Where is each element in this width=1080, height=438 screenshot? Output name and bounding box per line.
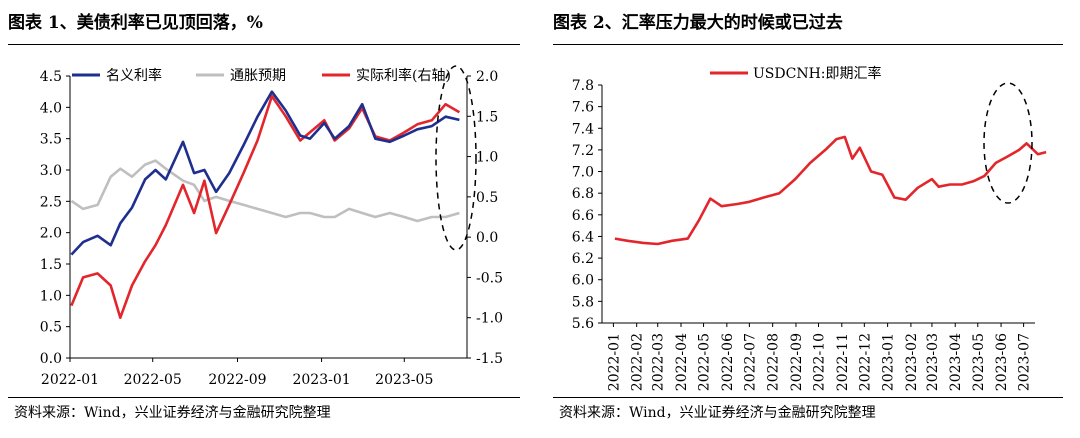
left-source-rule — [8, 397, 520, 398]
y-right-tick-label: 0.5 — [476, 190, 498, 206]
x-tick-label: 2022-01 — [41, 372, 99, 388]
highlight-ellipse — [983, 82, 1033, 204]
left-chart-title: 图表 1、美债利率已见顶回落，% — [8, 13, 263, 33]
x-tick-label: 2022-05 — [697, 333, 713, 391]
x-tick-label: 2022-02 — [630, 333, 646, 391]
y-left-tick-label: 1.0 — [40, 288, 62, 304]
x-tick-label: 2022-07 — [742, 333, 758, 391]
y-tick-label: 7.8 — [572, 78, 594, 94]
y-tick-label: 5.6 — [572, 316, 594, 332]
highlight-ellipse — [435, 65, 477, 251]
x-tick-label: 2022-09 — [208, 372, 266, 388]
x-tick-label: 2023-05 — [375, 372, 433, 388]
y-right-tick-label: -1.0 — [476, 311, 503, 327]
y-left-tick-label: 4.0 — [40, 100, 62, 116]
y-tick-label: 6.6 — [572, 208, 594, 224]
y-tick-label: 6.2 — [572, 251, 594, 267]
legend-label: 名义利率 — [106, 67, 162, 84]
y-right-tick-label: 0.0 — [476, 230, 498, 246]
left-chart-svg: 0.0 0.5 1.0 1.5 2.0 2.5 3.0 3.5 4.0 4.5 -1.5 -1.0 -0… — [40, 65, 503, 388]
x-tick-label: 2023-01 — [881, 333, 897, 391]
x-tick-label: 2022-06 — [720, 333, 736, 391]
y-left-tick-label: 4.5 — [40, 69, 62, 85]
x-tick-label: 2022-10 — [812, 333, 828, 391]
y-right-tick-label: 1.5 — [476, 109, 498, 125]
x-tick-label: 2023-03 — [925, 333, 941, 391]
x-tick-label: 2022-08 — [766, 333, 782, 391]
y-tick-label: 6.0 — [572, 273, 594, 289]
x-tick-label: 2022-09 — [789, 333, 805, 391]
right-source-note: 资料来源：Wind，兴业证券经济与金融研究院整理 — [559, 405, 876, 421]
legend-label: USDCNH:即期汇率 — [753, 65, 882, 82]
y-right-tick-label: -1.5 — [476, 351, 503, 367]
y-tick-label: 6.4 — [572, 229, 594, 245]
x-tick-label: 2023-06 — [994, 333, 1010, 391]
right-chart-panel: 图表 2、汇率压力最大的时候或已过去 5.6 5.8 6.0 6.2 6.4 6.6 6.8… — [545, 0, 1080, 438]
x-tick-label: 2023-01 — [292, 372, 350, 388]
y-right-tick-label: 1.0 — [476, 150, 498, 166]
y-left-tick-label: 3.0 — [40, 163, 62, 179]
x-tick-label: 2022-05 — [124, 372, 182, 388]
series-line-real-rate — [70, 94, 461, 320]
x-tick-label: 2023-02 — [904, 333, 920, 391]
x-tick-label: 2023-05 — [971, 333, 987, 391]
y-right-tick-label: 2.0 — [476, 69, 498, 85]
x-tick-label: 2022-01 — [606, 333, 622, 391]
legend-label: 实际利率(右轴) — [356, 67, 451, 84]
series-line-inflation-expectation — [70, 159, 460, 223]
y-left-tick-label: 1.5 — [40, 257, 62, 273]
y-right-tick-label: -0.5 — [476, 270, 503, 286]
y-tick-label: 6.8 — [572, 186, 594, 202]
x-tick-label: 2022-12 — [857, 333, 873, 391]
y-tick-label: 7.6 — [572, 100, 594, 116]
x-tick-label: 2022-04 — [674, 333, 690, 391]
x-tick-label: 2022-11 — [835, 333, 851, 391]
y-left-tick-label: 0.5 — [40, 320, 62, 336]
x-tick-label: 2023-07 — [1017, 333, 1033, 391]
y-tick-label: 5.8 — [572, 294, 594, 310]
left-source-note: 资料来源：Wind，兴业证券经济与金融研究院整理 — [14, 405, 331, 421]
y-tick-label: 7.0 — [572, 165, 594, 181]
left-title-rule — [8, 44, 520, 45]
series-line-usdcnh — [614, 135, 1047, 246]
right-source-rule — [553, 397, 1063, 398]
y-left-tick-label: 2.0 — [40, 226, 62, 242]
right-title-rule — [553, 44, 1063, 45]
right-chart-svg: 5.6 5.8 6.0 6.2 6.4 6.6 6.8 7.0 7.2 7.4 7.6 7.8 2022… — [572, 65, 1047, 391]
right-chart-title: 图表 2、汇率压力最大的时候或已过去 — [553, 13, 843, 33]
legend-label: 通胀预期 — [230, 68, 286, 84]
series-line-nominal-rate — [70, 90, 460, 256]
y-tick-label: 7.2 — [572, 143, 594, 159]
y-tick-label: 7.4 — [572, 121, 594, 137]
x-tick-label: 2023-04 — [948, 333, 964, 391]
x-tick-label: 2022-03 — [651, 333, 667, 391]
y-left-tick-label: 0.0 — [40, 351, 62, 367]
left-chart-panel: 图表 1、美债利率已见顶回落，% 0.0 0.5 1.0 1.5 2.0 2.5 3.0 3.… — [0, 0, 530, 438]
y-left-tick-label: 2.5 — [40, 194, 62, 210]
y-left-tick-label: 3.5 — [40, 132, 62, 148]
